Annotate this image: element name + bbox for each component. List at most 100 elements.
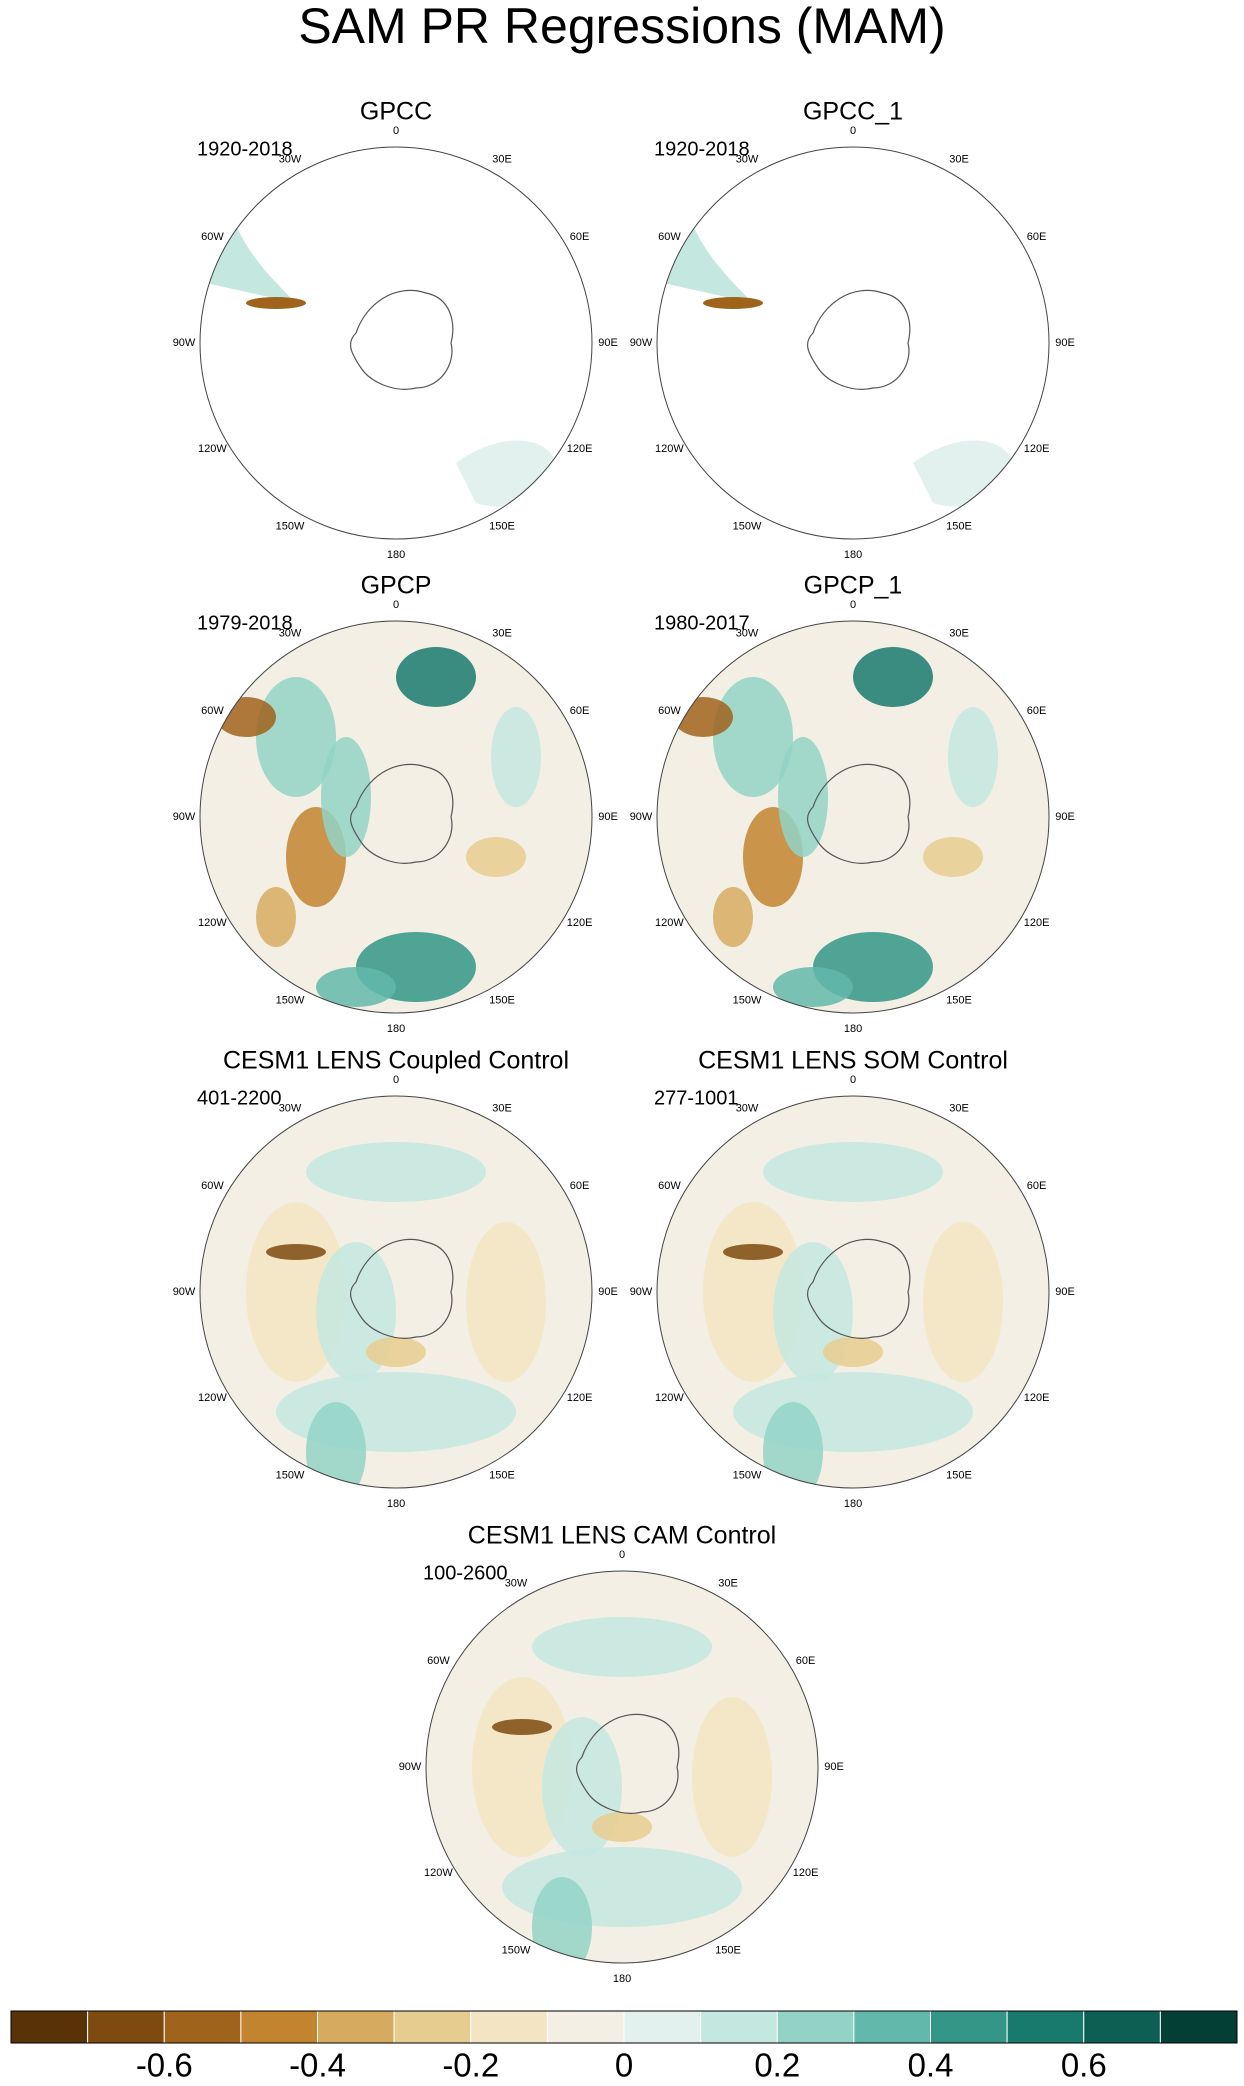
lon-label: 150E [489, 521, 515, 533]
lon-label: 150W [276, 1470, 305, 1482]
ocean [657, 147, 1049, 539]
panel-title: CESM1 LENS CAM Control [468, 1522, 776, 1550]
period-label: 1980-2017 [654, 612, 750, 634]
lon-label: 90W [173, 1286, 196, 1298]
lon-label: 30W [736, 1102, 759, 1114]
lon-label: 120E [567, 917, 593, 929]
lon-label: 30E [492, 1102, 512, 1114]
field-blob [763, 1402, 823, 1488]
field-blob [366, 1337, 426, 1367]
field-blob [306, 1402, 366, 1488]
lon-label: 60E [570, 705, 590, 717]
lon-label: 60W [658, 231, 681, 243]
map-panel: GPCC 1920-2018 0 30E 60E 90E 120E 150E 180 150W 12… [173, 98, 618, 561]
lon-label: 30W [279, 627, 302, 639]
field-blob [778, 737, 828, 857]
field-blob [923, 1222, 1003, 1382]
field [216, 647, 541, 1007]
map-panel: CESM1 LENS Coupled Control 401-2200 0 30E 60… [173, 1047, 618, 1510]
map-border [425, 1570, 819, 1964]
colorbar-box [240, 2010, 318, 2044]
lon-label: 30W [279, 1102, 302, 1114]
field-blob [466, 837, 526, 877]
lon-label: 120W [424, 1867, 453, 1879]
field-blob [723, 1244, 783, 1260]
period-label: 1979-2018 [197, 612, 293, 634]
figure-title: SAM PR Regressions (MAM) [298, 0, 945, 54]
colorbar-box [776, 2010, 855, 2044]
lon-label: 150W [733, 995, 762, 1007]
lon-label: 90W [630, 1286, 653, 1298]
lon-label: 180 [844, 549, 862, 561]
colorbar-box [1159, 2010, 1238, 2044]
map-border [199, 146, 593, 540]
lon-label: 150W [276, 521, 305, 533]
lon-label: 120W [655, 443, 684, 455]
lon-label: 0 [850, 125, 856, 137]
lon-label: 60E [1027, 231, 1047, 243]
map-border [199, 620, 593, 1014]
colorbar-label: 0.4 [908, 2047, 954, 2084]
lon-label: 90E [598, 811, 618, 823]
lon-label: 0 [393, 599, 399, 611]
land-data [246, 297, 306, 309]
field-blob [396, 647, 476, 707]
field-blob [713, 677, 793, 797]
ocean [200, 147, 592, 539]
colorbar-box [623, 2010, 702, 2044]
lon-label: 90E [824, 1761, 844, 1773]
lon-label: 150E [946, 995, 972, 1007]
colorbar-box [317, 2010, 395, 2044]
colorbar-box [87, 2010, 165, 2044]
lon-label: 150W [502, 1945, 531, 1957]
antarctica [349, 289, 454, 390]
colorbar-label: 0.2 [754, 2047, 800, 2084]
map-panel: CESM1 LENS CAM Control 100-2600 0 30E 60E 90E… [399, 1522, 844, 1985]
lon-label: 30E [949, 1102, 969, 1114]
colorbar-label: -0.2 [442, 2047, 499, 2084]
lon-label: 180 [387, 1498, 405, 1510]
lon-label: 180 [844, 1023, 862, 1035]
lon-label: 30E [949, 627, 969, 639]
lon-label: 120W [655, 917, 684, 929]
field-blob [773, 967, 853, 1007]
panel-title: GPCP [361, 572, 432, 600]
lon-label: 0 [850, 1074, 856, 1086]
field [703, 1142, 1003, 1488]
lon-label: 150E [715, 1945, 741, 1957]
lon-label: 180 [613, 1973, 631, 1985]
lon-label: 0 [619, 1549, 625, 1561]
lon-label: 120E [1024, 917, 1050, 929]
colorbar-box [393, 2010, 472, 2044]
lon-label: 30E [718, 1577, 738, 1589]
lon-label: 150W [733, 521, 762, 533]
lon-label: 120W [198, 443, 227, 455]
antarctica [806, 289, 911, 390]
field-blob [692, 1697, 772, 1857]
lon-label: 180 [387, 1023, 405, 1035]
lon-label: 30E [949, 153, 969, 165]
lon-label: 90E [1055, 811, 1075, 823]
field-blob [713, 887, 753, 947]
field-blob [673, 697, 733, 737]
colorbar-box [10, 2010, 89, 2044]
lon-label: 120E [567, 1392, 593, 1404]
map-border [199, 1095, 593, 1489]
panel-title: GPCC_1 [803, 98, 903, 126]
lon-label: 180 [387, 549, 405, 561]
lon-label: 150W [733, 1470, 762, 1482]
map-border [656, 1095, 1050, 1489]
colorbar-box [546, 2010, 625, 2044]
lon-label: 0 [393, 125, 399, 137]
lon-label: 30W [736, 153, 759, 165]
antarctica [349, 763, 454, 864]
antarctica [806, 763, 911, 864]
lon-label: 60E [570, 231, 590, 243]
lon-label: 120W [655, 1392, 684, 1404]
field-blob [491, 707, 541, 807]
lon-label: 60E [1027, 705, 1047, 717]
field-blob [592, 1812, 652, 1842]
colorbar-box [930, 2010, 1008, 2044]
field-blob [532, 1617, 712, 1677]
lon-label: 90E [1055, 337, 1075, 349]
